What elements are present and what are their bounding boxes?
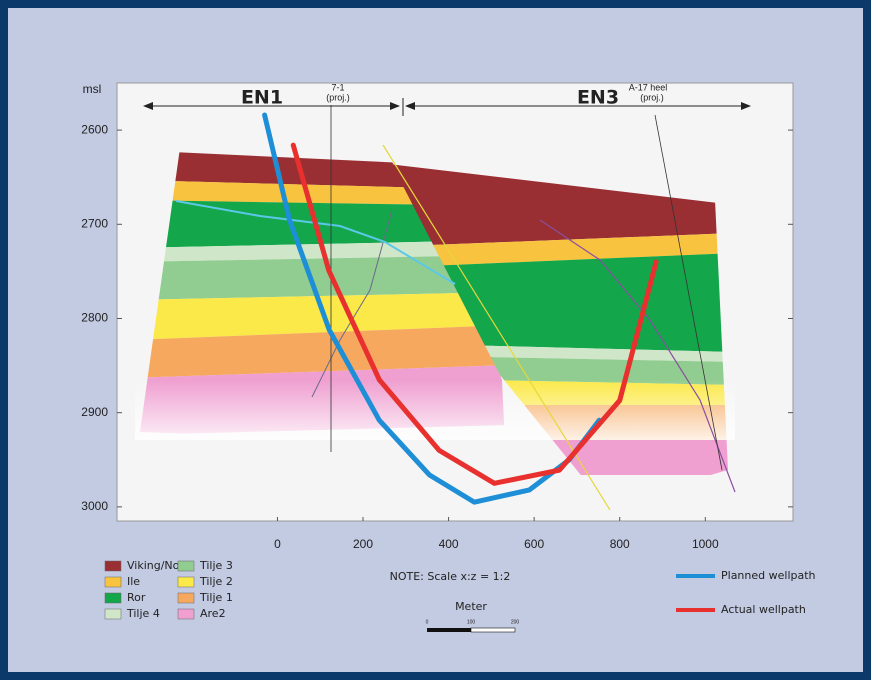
legend-swatch <box>178 593 194 603</box>
x-tick-label: 0 <box>274 537 281 551</box>
legend-swatch <box>105 609 121 619</box>
well-label: A-17 heel <box>629 82 668 92</box>
legend-label: Planned wellpath <box>721 569 816 582</box>
page: {"chart_data": {"type": "line", "y_axis_… <box>0 0 871 685</box>
x-tick-label: 400 <box>439 537 459 551</box>
scale-label: 200 <box>511 619 520 625</box>
fade <box>135 380 735 440</box>
y-tick-label: 2900 <box>81 405 108 419</box>
legend-label: Ile <box>127 575 140 588</box>
x-tick-label: 600 <box>524 537 544 551</box>
scale-label: 0 <box>426 619 429 625</box>
scale-bar <box>471 628 515 632</box>
x-tick-label: 800 <box>610 537 630 551</box>
x-tick-label: 1000 <box>692 537 719 551</box>
zone-label: EN3 <box>577 87 619 109</box>
x-tick-label: 200 <box>353 537 373 551</box>
legend-swatch <box>105 593 121 603</box>
y-tick-label: 2700 <box>81 216 108 230</box>
legend-label: Ror <box>127 591 146 604</box>
scale-label: 100 <box>467 619 476 625</box>
zone-label: EN1 <box>241 87 283 109</box>
well-note: (proj.) <box>326 92 350 102</box>
y-tick-label: 2800 <box>81 311 108 325</box>
well-note: (proj.) <box>640 92 664 102</box>
y-axis-label: msl <box>83 82 102 96</box>
legend-label: Tilje 2 <box>199 575 233 588</box>
legend-label: Tilje 3 <box>199 559 233 572</box>
legend-swatch <box>105 561 121 571</box>
legend-label: Are2 <box>200 607 226 620</box>
y-tick-label: 2600 <box>81 122 108 136</box>
legend-label: Tilje 1 <box>199 591 233 604</box>
legend-label: Viking/Not <box>127 559 184 572</box>
legend-label: Tilje 4 <box>126 607 160 620</box>
scale-title: Meter <box>455 600 487 613</box>
legend-swatch <box>178 609 194 619</box>
body: EN1 EN3 7-1 (proj.) A-17 heel (proj.) ms… <box>0 0 871 685</box>
scale-bar <box>427 628 471 632</box>
legend-swatch <box>105 577 121 587</box>
note: NOTE: Scale x:z = 1:2 <box>390 570 511 583</box>
legend-label: Actual wellpath <box>721 603 806 616</box>
well-label: 7-1 <box>331 82 344 92</box>
chart: EN1 EN3 7-1 (proj.) A-17 heel (proj.) ms… <box>0 0 871 680</box>
legend-swatch <box>178 561 194 571</box>
legend-swatch <box>178 577 194 587</box>
y-tick-label: 3000 <box>81 499 108 513</box>
